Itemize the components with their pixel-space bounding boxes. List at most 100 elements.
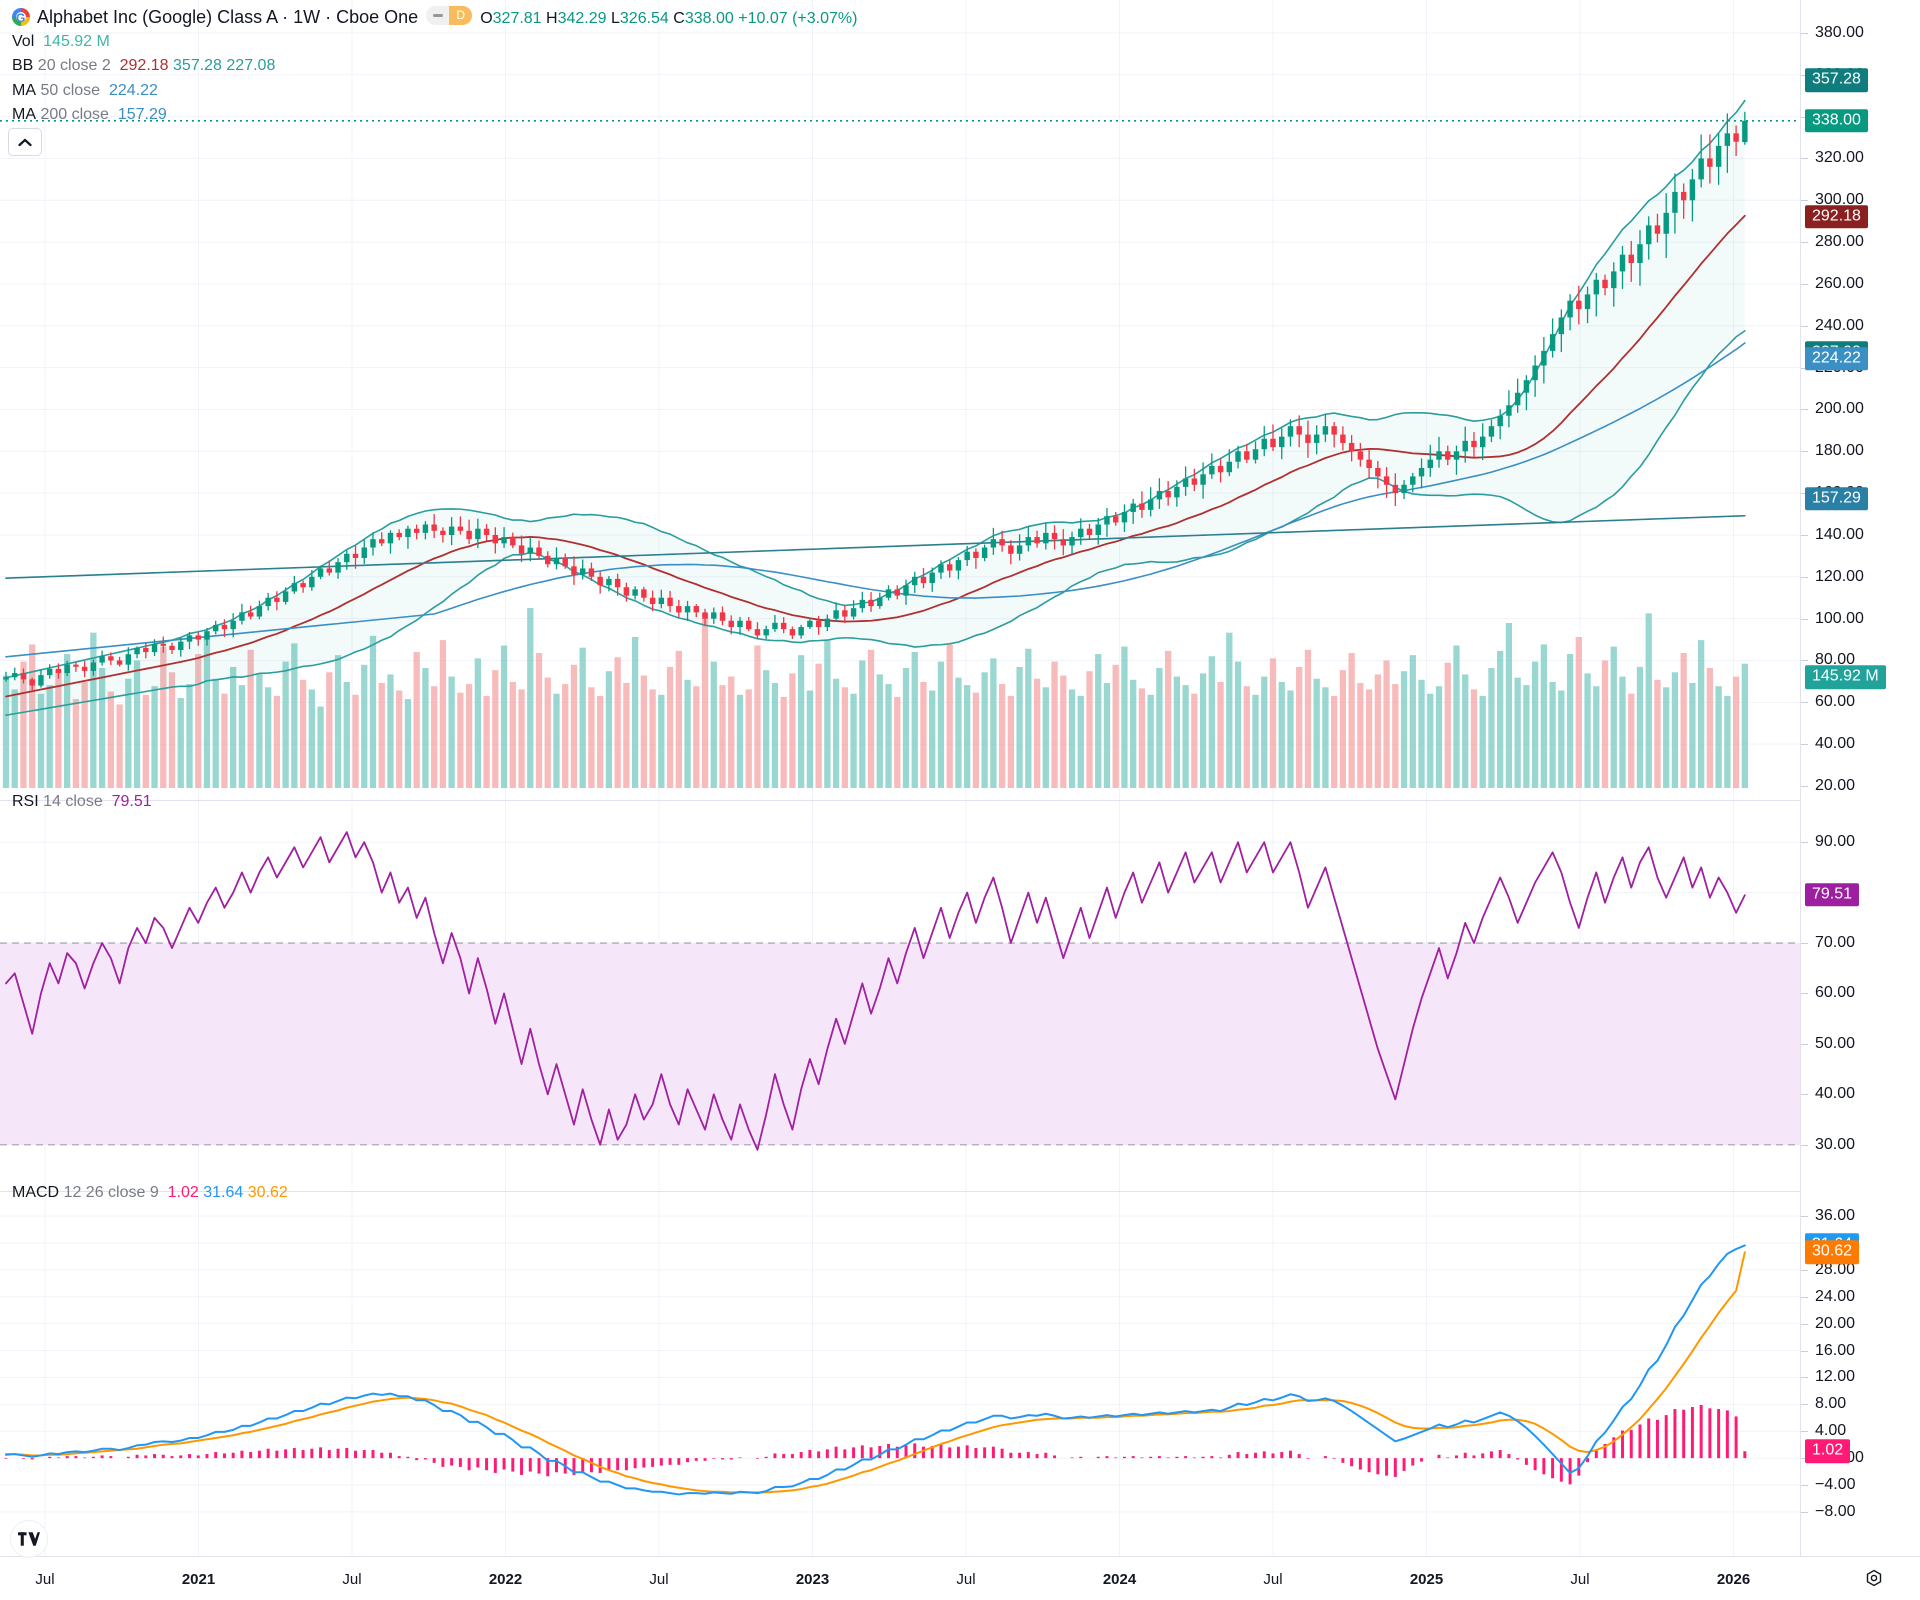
price-pane[interactable] <box>0 0 1800 800</box>
bb-basis-value: 292.18 <box>119 57 169 74</box>
price-axis-tick <box>1801 200 1808 202</box>
macd-axis-label: 24.00 <box>1815 1287 1856 1305</box>
tradingview-logo-icon <box>18 1532 40 1546</box>
price-axis-tick <box>1801 744 1808 746</box>
ohlc-h-value: 342.29 <box>557 10 607 27</box>
volume-legend-value: 145.92 M <box>43 33 110 50</box>
time-axis-label: Jul <box>342 1571 362 1588</box>
price-axis-tick <box>1801 451 1808 453</box>
ma50-legend-name: MA <box>12 82 36 99</box>
price-axis-tick <box>1801 325 1808 327</box>
session-pill[interactable]: D <box>426 6 473 25</box>
ma200-value: 157.29 <box>117 106 167 123</box>
volume-legend[interactable]: Vol 145.92 M <box>12 32 110 51</box>
price-axis-tick <box>1801 702 1808 704</box>
ma50-value: 224.22 <box>108 82 158 99</box>
ohlc-l-label: L <box>610 10 620 27</box>
gear-icon[interactable] <box>1864 1569 1884 1589</box>
rsi-axis-label: 70.00 <box>1815 934 1856 952</box>
macd-legend-params: 12 26 close 9 <box>63 1184 159 1201</box>
price-badge-ma200[interactable]: 157.29 <box>1805 487 1868 511</box>
bb-upper-value: 357.28 <box>173 57 222 74</box>
rsi-axis-tick <box>1801 1094 1808 1096</box>
price-badge-volume[interactable]: 145.92 M <box>1805 665 1886 689</box>
macd-axis-tick <box>1801 1350 1808 1352</box>
price-axis-tick <box>1801 283 1808 285</box>
price-axis-label: 180.00 <box>1815 442 1864 460</box>
macd-line-value: 31.64 <box>203 1184 244 1201</box>
macd-badge-macd-signal[interactable]: 30.62 <box>1805 1240 1860 1264</box>
price-axis-label: 120.00 <box>1815 567 1864 585</box>
time-axis[interactable]: Jul 2021 Jul 2022 Jul 2023 Jul 2024 Jul 2025 Jul 20… <box>0 1556 1920 1600</box>
price-axis-tick <box>1801 409 1808 411</box>
rsi-axis-tick <box>1801 993 1808 995</box>
price-axis-tick <box>1801 493 1808 495</box>
price-badge-bb-upper[interactable]: 357.28 <box>1805 68 1868 93</box>
price-axis-tick <box>1801 534 1808 536</box>
ma200-legend[interactable]: MA 200 close 157.29 <box>12 105 167 124</box>
macd-hist-value: 1.02 <box>167 1184 199 1201</box>
price-axis-tick <box>1801 74 1808 76</box>
macd-axis-label: −8.00 <box>1815 1502 1856 1520</box>
ma50-legend-params: 50 close <box>40 82 101 99</box>
bb-legend-params: 20 close 2 <box>37 57 111 74</box>
rsi-axis-label: 90.00 <box>1815 833 1856 851</box>
time-axis-label: Jul <box>1263 1571 1283 1588</box>
time-axis-label: 2021 <box>181 1571 216 1588</box>
rsi-axis-tick <box>1801 1144 1808 1146</box>
pane-separator-price-rsi[interactable] <box>0 800 1920 801</box>
ma200-legend-params: 200 close <box>40 106 109 123</box>
macd-pane[interactable] <box>0 1192 1800 1556</box>
time-axis-label: 2024 <box>1102 1571 1137 1588</box>
symbol-title: Alphabet Inc (Google) Class A · 1W · Cbo… <box>37 7 419 27</box>
macd-axis-tick <box>1801 1377 1808 1379</box>
rsi-value: 79.51 <box>111 793 152 810</box>
rsi-axis-tick <box>1801 943 1808 945</box>
ohlc-h-label: H <box>546 10 558 27</box>
rsi-axis-tick <box>1801 842 1808 844</box>
time-axis-label: 2022 <box>488 1571 523 1588</box>
price-axis-tick <box>1801 660 1808 662</box>
bb-legend[interactable]: BB 20 close 2 292.18 357.28 227.08 <box>12 56 275 75</box>
time-axis-label: Jul <box>1570 1571 1590 1588</box>
price-axis-tick <box>1801 576 1808 578</box>
price-badge-last-price[interactable]: 338.00 <box>1805 109 1868 133</box>
price-axis-tick <box>1801 786 1808 787</box>
rsi-legend[interactable]: RSI 14 close 79.51 <box>12 792 152 811</box>
tradingview-logo[interactable] <box>10 1520 48 1558</box>
ma50-legend[interactable]: MA 50 close 224.22 <box>12 81 158 100</box>
macd-badge-macd-hist[interactable]: 1.02 <box>1805 1439 1851 1463</box>
price-axis-label: 40.00 <box>1815 735 1856 753</box>
macd-axis-tick <box>1801 1485 1808 1487</box>
price-axis-tick <box>1801 158 1808 160</box>
collapse-legend-button[interactable] <box>8 128 42 156</box>
price-axis-label: 80.00 <box>1815 651 1856 669</box>
ohlc-c-label: C <box>673 10 685 27</box>
rsi-legend-name: RSI <box>12 793 39 810</box>
rsi-axis-label: 60.00 <box>1815 984 1856 1002</box>
price-badge-bb-basis[interactable]: 292.18 <box>1805 204 1868 229</box>
ohlc-change: +10.07 (+3.07%) <box>738 10 858 27</box>
symbol-legend[interactable]: G Alphabet Inc (Google) Class A · 1W · Cb… <box>12 6 857 28</box>
macd-axis-label: 20.00 <box>1815 1314 1856 1332</box>
session-badge: D <box>449 6 473 25</box>
rsi-axis-label: 50.00 <box>1815 1034 1856 1052</box>
price-axis-label: 140.00 <box>1815 525 1864 543</box>
ohlc-c-value: 338.00 <box>684 10 734 27</box>
price-axis-label: 240.00 <box>1815 316 1864 334</box>
rsi-axis-label: 30.00 <box>1815 1135 1856 1153</box>
macd-axis-tick <box>1801 1296 1808 1298</box>
rsi-legend-params: 14 close <box>43 793 103 810</box>
time-axis-label: 2025 <box>1409 1571 1444 1588</box>
rsi-badge-rsi-value[interactable]: 79.51 <box>1805 883 1860 907</box>
pane-separator-rsi-macd[interactable] <box>0 1191 1920 1192</box>
price-axis[interactable]: 380.00360.00340.00320.00300.00280.00260.… <box>1800 0 1920 1600</box>
rsi-pane[interactable] <box>0 801 1800 1191</box>
price-axis-label: 260.00 <box>1815 274 1864 292</box>
price-axis-label: 300.00 <box>1815 191 1864 209</box>
price-badge-ma50[interactable]: 224.22 <box>1805 347 1868 371</box>
macd-axis-tick <box>1801 1404 1808 1406</box>
macd-legend[interactable]: MACD 12 26 close 9 1.02 31.64 30.62 <box>12 1183 288 1202</box>
macd-axis-label: −4.00 <box>1815 1476 1856 1494</box>
